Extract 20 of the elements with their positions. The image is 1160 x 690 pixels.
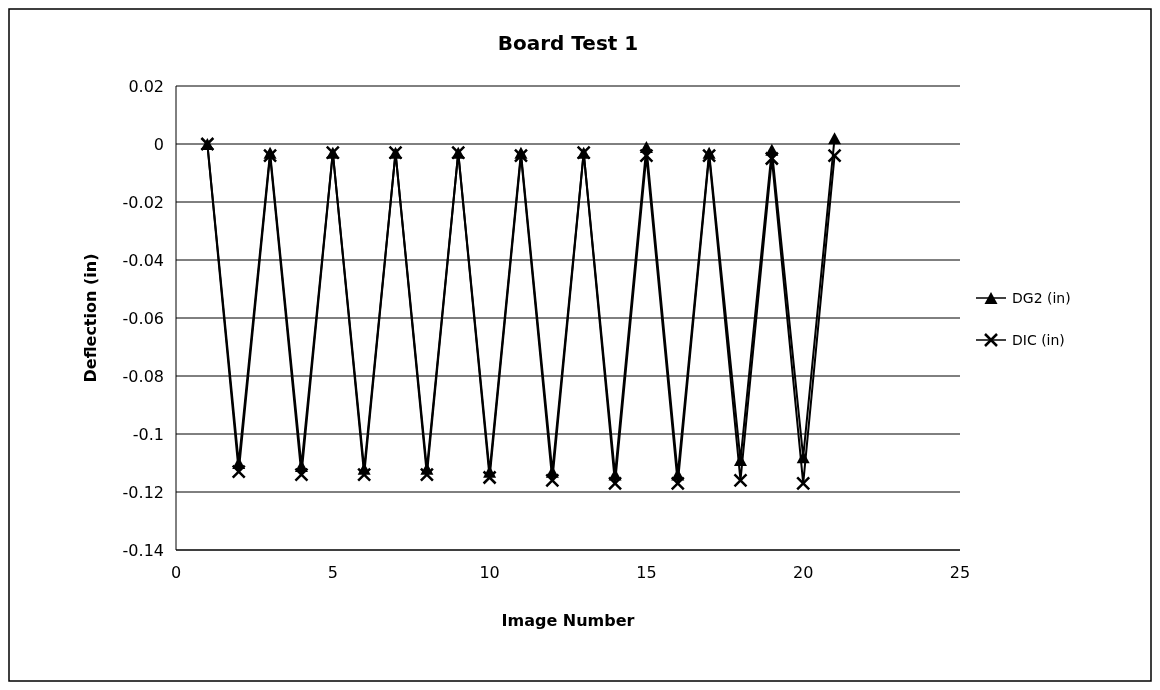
y-tick-label: 0.02: [128, 76, 164, 96]
x-tick-label: 10: [479, 563, 500, 582]
y-tick-label: -0.14: [122, 540, 164, 560]
y-tick-label: -0.12: [122, 482, 164, 502]
x-tick-label: 20: [793, 563, 814, 582]
x-tick-label: 25: [949, 563, 971, 582]
y-tick-label: -0.1: [132, 424, 164, 444]
x-tick-label: 15: [636, 563, 657, 582]
y-tick-label: -0.06: [122, 308, 164, 328]
y-tick-label: -0.04: [122, 250, 164, 270]
y-tick-label: -0.02: [122, 192, 164, 212]
y-tick-label: -0.08: [122, 366, 164, 386]
x-tick-label: 5: [327, 563, 338, 582]
legend-label: DIC (in): [1012, 331, 1065, 348]
y-tick-label: 0: [153, 134, 164, 154]
chart-title: Board Test 1: [497, 31, 639, 55]
legend-label: DG2 (in): [1012, 289, 1071, 306]
x-tick-label: 0: [170, 563, 182, 582]
y-axis-title: Deflection (in): [81, 253, 100, 383]
x-axis-title: Image Number: [501, 611, 635, 630]
